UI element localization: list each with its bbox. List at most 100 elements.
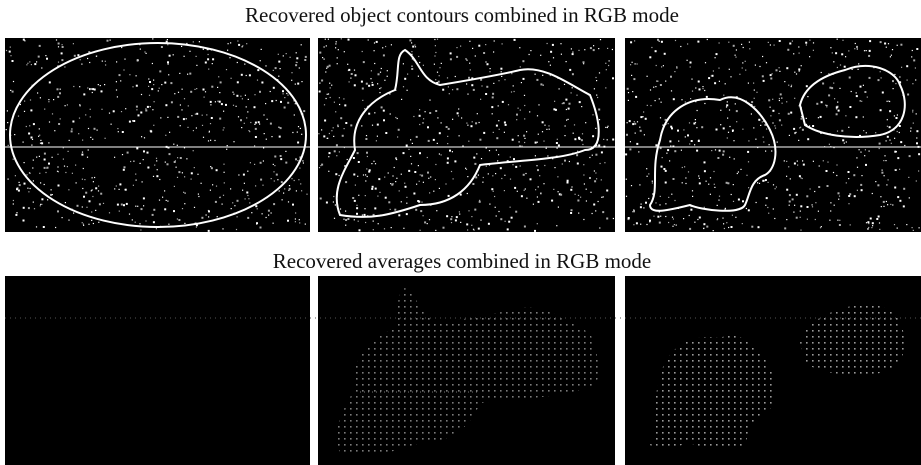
noise-dot (600, 163, 601, 164)
noise-dot (691, 79, 692, 80)
noise-dot (339, 97, 340, 98)
noise-dot (159, 70, 161, 72)
noise-dot (875, 132, 876, 133)
noise-dot (117, 96, 118, 97)
noise-dot (564, 84, 565, 85)
noise-dot (99, 203, 101, 205)
noise-dot (471, 125, 473, 127)
noise-dot (181, 109, 182, 110)
noise-dot (524, 190, 525, 191)
noise-dot (592, 114, 593, 115)
noise-dot (139, 223, 140, 224)
noise-dot (606, 69, 607, 70)
noise-dot (525, 188, 526, 189)
noise-dot (793, 128, 795, 130)
noise-dot (467, 193, 468, 194)
noise-dot (174, 186, 175, 187)
noise-dot (556, 225, 557, 226)
noise-dot (780, 93, 782, 95)
noise-dot (608, 65, 609, 66)
noise-dot (334, 102, 335, 103)
noise-dot (435, 230, 436, 231)
noise-dot (598, 144, 600, 146)
noise-dot (358, 221, 359, 222)
noise-dot (659, 41, 660, 42)
noise-dot (395, 181, 396, 182)
noise-dot (48, 101, 49, 102)
noise-dot (569, 103, 571, 105)
noise-dot (210, 190, 211, 191)
noise-dot (906, 65, 908, 67)
noise-dot (254, 94, 255, 95)
noise-dot (492, 113, 493, 114)
noise-dot (173, 54, 174, 55)
noise-dot (146, 53, 147, 54)
noise-dot (153, 80, 154, 81)
noise-dot (818, 186, 820, 188)
noise-dot (664, 53, 666, 55)
noise-dot (570, 212, 572, 214)
noise-dot (110, 40, 111, 41)
noise-dot (441, 154, 442, 155)
noise-dot (319, 83, 320, 84)
noise-dot (377, 83, 378, 84)
noise-dot (121, 204, 123, 206)
noise-dot (51, 189, 52, 190)
noise-dot (324, 59, 325, 60)
noise-dot (296, 57, 298, 59)
noise-dot (734, 158, 735, 159)
noise-dot (375, 163, 376, 164)
noise-dot (547, 43, 548, 44)
noise-dot (136, 109, 137, 110)
noise-dot (779, 67, 780, 68)
noise-dot (663, 65, 664, 66)
noise-dot (354, 70, 355, 71)
noise-dot (435, 164, 436, 165)
noise-dot (244, 64, 245, 65)
noise-dot (80, 59, 81, 60)
noise-dot (406, 203, 407, 204)
noise-dot (376, 41, 378, 43)
noise-dot (801, 65, 802, 66)
noise-dot (416, 184, 417, 185)
noise-dot (766, 197, 768, 199)
noise-dot (788, 85, 789, 86)
noise-dot (217, 101, 218, 102)
noise-dot (889, 140, 890, 141)
noise-dot (300, 128, 301, 129)
noise-dot (865, 149, 866, 150)
noise-dot (94, 89, 96, 91)
noise-dot (885, 160, 886, 161)
panel (5, 276, 310, 465)
noise-dot (762, 56, 763, 57)
noise-dot (789, 135, 790, 136)
noise-dot (553, 108, 555, 110)
noise-dot (729, 109, 730, 110)
noise-dot (421, 175, 423, 177)
noise-dot (835, 52, 837, 54)
noise-dot (897, 45, 898, 46)
noise-dot (777, 142, 778, 143)
noise-dot (899, 169, 900, 170)
noise-dot (849, 106, 851, 108)
noise-dot (524, 226, 526, 228)
noise-dot (800, 177, 801, 178)
noise-dot (335, 204, 336, 205)
noise-dot (254, 124, 255, 125)
noise-dot (126, 203, 128, 205)
noise-dot (826, 106, 827, 107)
noise-dot (278, 76, 279, 77)
noise-dot (888, 43, 889, 44)
noise-dot (537, 196, 538, 197)
noise-dot (350, 78, 351, 79)
noise-dot (28, 207, 30, 209)
noise-dot (303, 162, 304, 163)
noise-dot (148, 78, 149, 79)
noise-dot (495, 173, 496, 174)
noise-dot (714, 82, 716, 84)
noise-dot (496, 125, 498, 127)
noise-dot (864, 155, 865, 156)
noise-dot (390, 183, 391, 184)
noise-dot (794, 205, 795, 206)
noise-dot (279, 190, 280, 191)
